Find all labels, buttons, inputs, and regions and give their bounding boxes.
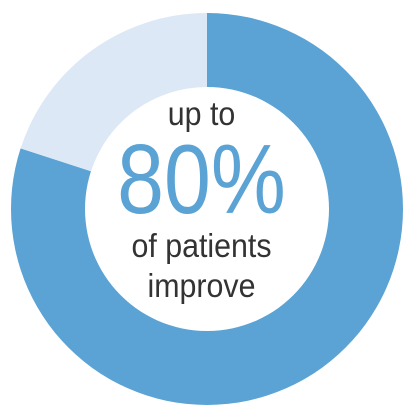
center-prefix-text: up to [167, 95, 236, 132]
center-value-text: 80% [117, 124, 286, 234]
center-suffix-line2: improve [147, 267, 256, 304]
center-suffix-text: of patients improve [16, 226, 387, 306]
donut-slice-1 [20, 13, 207, 172]
donut-slice-0 [11, 13, 403, 405]
center-suffix-line1: of patients [131, 227, 272, 264]
